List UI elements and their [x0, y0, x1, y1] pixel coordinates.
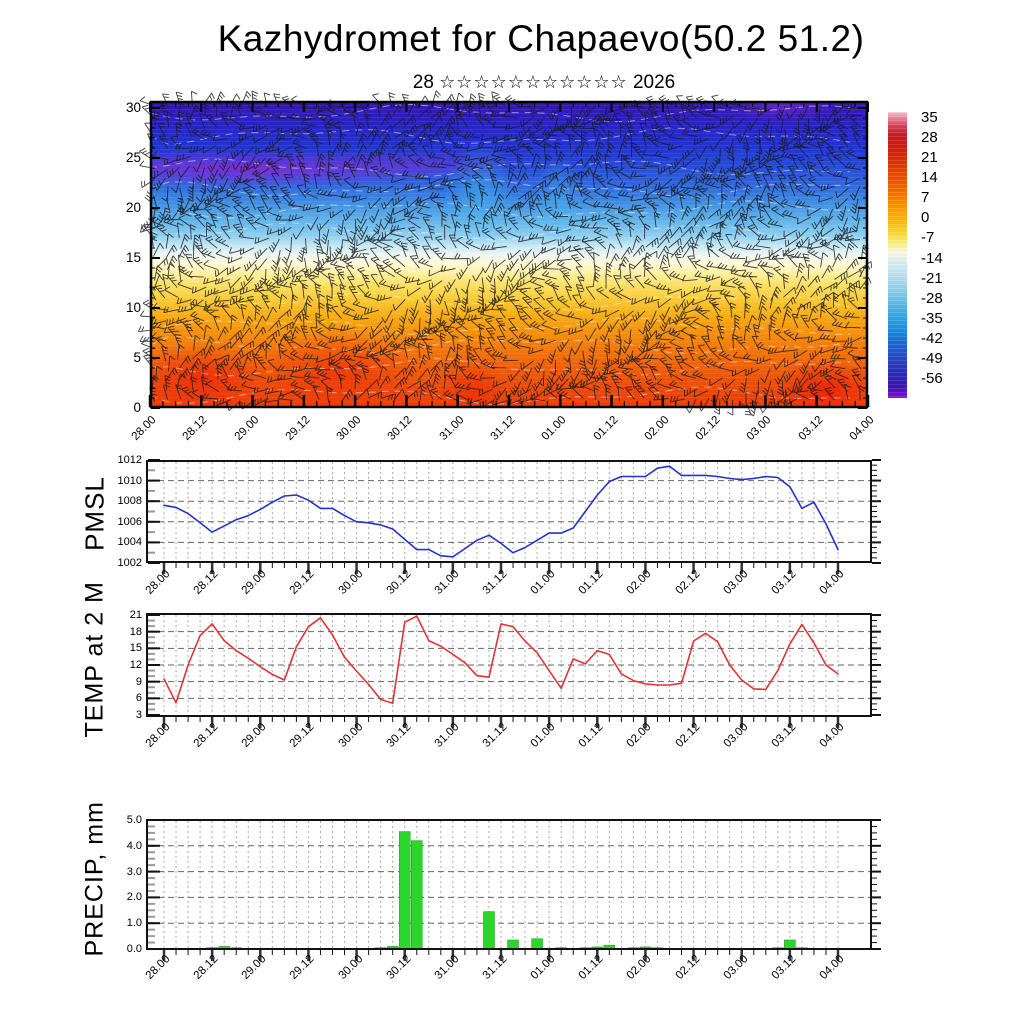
tick-label: 6 — [135, 692, 142, 705]
wind-barbs-overlay — [137, 90, 873, 417]
page-subtitle: 28 ☆☆☆☆☆☆☆☆☆☆☆ 2026 — [0, 72, 1024, 94]
tick-label: -35 — [921, 310, 943, 327]
tick-label: -21 — [921, 269, 943, 287]
tick-label: 1004 — [117, 536, 142, 549]
tick-label: 28 — [921, 128, 938, 146]
precip-axis-title: PRECIP, mm — [80, 801, 109, 957]
tick-label: 35 — [921, 108, 938, 126]
tick-label: -49 — [921, 350, 943, 368]
tick-label: 15 — [129, 642, 142, 655]
tick-label: 20 — [125, 200, 141, 215]
tick-label: 3 — [135, 709, 142, 721]
tick-label: 1010 — [117, 474, 142, 487]
tick-label: 12 — [129, 659, 142, 671]
temperature-colorbar — [888, 112, 907, 398]
pmsl-chart — [146, 459, 881, 574]
tick-label: 25 — [125, 150, 141, 165]
star-icons: ☆☆☆☆☆☆☆☆☆☆☆ — [439, 72, 628, 92]
tick-label: 4.0 — [126, 839, 142, 852]
tick-label: 1008 — [117, 495, 142, 508]
subtitle-day: 28 — [412, 72, 434, 93]
tick-label: 2.0 — [126, 891, 142, 904]
tick-label: -42 — [921, 330, 943, 348]
precip-chart — [146, 819, 881, 961]
tick-label: 9 — [135, 675, 142, 688]
tick-label: -28 — [921, 289, 943, 307]
tick-label: 0 — [921, 209, 930, 227]
tick-label: -14 — [921, 249, 943, 267]
tick-label: 1012 — [117, 454, 142, 466]
tick-label: 1.0 — [126, 917, 142, 930]
tick-label: 15 — [125, 250, 141, 265]
tick-label: -56 — [921, 370, 943, 388]
tick-label: 5 — [133, 350, 141, 365]
tick-label: 21 — [129, 609, 142, 621]
tick-label: 1006 — [117, 515, 142, 528]
subtitle-year: 2026 — [632, 72, 676, 93]
tick-label: 18 — [129, 625, 142, 638]
temp-2m-chart — [146, 613, 881, 728]
tick-label: 30 — [125, 100, 141, 115]
tick-label: 14 — [921, 168, 938, 186]
tick-label: -7 — [921, 229, 935, 247]
tick-label: 0 — [133, 400, 141, 415]
page-title: Kazhydromet for Chapaevo(50.2 51.2) — [217, 18, 865, 59]
tick-label: 1002 — [117, 557, 142, 569]
tick-label: 3.0 — [126, 865, 142, 878]
tick-label: 7 — [921, 189, 930, 207]
tick-label: 10 — [125, 300, 141, 315]
tick-label: 5.0 — [126, 814, 142, 826]
tick-label: 0.0 — [126, 943, 142, 955]
tick-label: 21 — [921, 148, 938, 166]
